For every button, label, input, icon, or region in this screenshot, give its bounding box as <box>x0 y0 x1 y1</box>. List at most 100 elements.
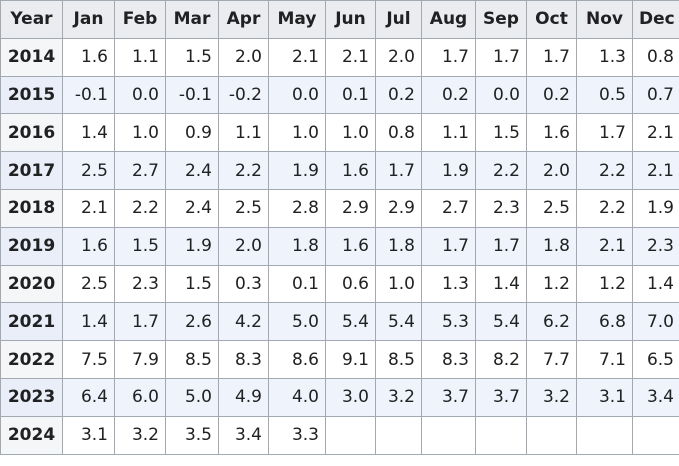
column-header: Aug <box>421 0 476 39</box>
value-cell: 1.0 <box>375 264 422 304</box>
value-cell: 6.0 <box>114 377 166 417</box>
value-cell: 3.2 <box>114 415 166 455</box>
empty-cell <box>421 415 476 455</box>
year-cell: 2015 <box>0 75 63 115</box>
value-cell: 8.2 <box>475 340 527 379</box>
value-cell: 2.5 <box>62 264 115 304</box>
value-cell: 2.3 <box>114 264 166 304</box>
value-cell: 1.9 <box>421 151 476 190</box>
value-cell: -0.1 <box>165 75 219 115</box>
header-row: Year Jan Feb Mar Apr May Jun Jul Aug Sep Oct Nov Dec <box>0 0 679 39</box>
empty-cell <box>576 415 633 455</box>
value-cell: 2.1 <box>576 226 633 266</box>
value-cell: 3.4 <box>218 415 269 455</box>
value-cell: 3.7 <box>475 377 527 417</box>
value-cell: 1.1 <box>218 113 269 153</box>
value-cell: 7.0 <box>632 302 679 342</box>
table-row: 2015 -0.1 0.0 -0.1 -0.2 0.0 0.1 0.2 0.2 0.0 0.2 0.5… <box>0 75 679 115</box>
value-cell: 2.2 <box>218 151 269 190</box>
column-header: Nov <box>576 0 633 39</box>
year-cell: 2014 <box>0 37 63 77</box>
value-cell: 1.7 <box>114 302 166 342</box>
year-cell: 2019 <box>0 226 63 266</box>
value-cell: 3.4 <box>632 377 679 417</box>
column-header: Year <box>0 0 63 39</box>
value-cell: 2.9 <box>325 188 376 228</box>
value-cell: 1.8 <box>526 226 577 266</box>
value-cell: 6.8 <box>576 302 633 342</box>
value-cell: 3.0 <box>325 377 376 417</box>
value-cell: 0.8 <box>632 37 679 77</box>
value-cell: 5.4 <box>325 302 376 342</box>
value-cell: 1.7 <box>475 226 527 266</box>
value-cell: 5.3 <box>421 302 476 342</box>
value-cell: 1.2 <box>526 264 577 304</box>
value-cell: 2.7 <box>421 188 476 228</box>
value-cell: 1.7 <box>576 113 633 153</box>
value-cell: 1.7 <box>375 151 422 190</box>
value-cell: 1.5 <box>165 37 219 77</box>
value-cell: 1.8 <box>268 226 326 266</box>
value-cell: 1.6 <box>526 113 577 153</box>
value-cell: -0.1 <box>62 75 115 115</box>
table-row: 2020 2.5 2.3 1.5 0.3 0.1 0.6 1.0 1.3 1.4 1.2 1.2 1.4 <box>0 264 679 304</box>
year-cell: 2018 <box>0 188 63 228</box>
value-cell: 3.2 <box>526 377 577 417</box>
value-cell: 1.4 <box>62 302 115 342</box>
value-cell: 3.3 <box>268 415 326 455</box>
value-cell: 1.5 <box>165 264 219 304</box>
table-header: Year Jan Feb Mar Apr May Jun Jul Aug Sep Oct Nov Dec <box>0 0 679 39</box>
value-cell: 1.0 <box>114 113 166 153</box>
value-cell: 1.7 <box>421 37 476 77</box>
table-row: 2018 2.1 2.2 2.4 2.5 2.8 2.9 2.9 2.7 2.3 2.5 2.2 1.9 <box>0 188 679 228</box>
value-cell: 7.7 <box>526 340 577 379</box>
year-cell: 2016 <box>0 113 63 153</box>
value-cell: 2.4 <box>165 151 219 190</box>
value-cell: 2.5 <box>62 151 115 190</box>
value-cell: 6.5 <box>632 340 679 379</box>
value-cell: 1.9 <box>165 226 219 266</box>
empty-cell <box>632 415 679 455</box>
value-cell: 5.0 <box>165 377 219 417</box>
value-cell: 0.1 <box>268 264 326 304</box>
value-cell: 0.1 <box>325 75 376 115</box>
table-row: 2019 1.6 1.5 1.9 2.0 1.8 1.6 1.8 1.7 1.7 1.8 2.1 2.3 <box>0 226 679 266</box>
value-cell: 2.9 <box>375 188 422 228</box>
value-cell: 3.1 <box>576 377 633 417</box>
table-row: 2023 6.4 6.0 5.0 4.9 4.0 3.0 3.2 3.7 3.7 3.2 3.1 3.4 <box>0 377 679 417</box>
value-cell: 2.3 <box>632 226 679 266</box>
value-cell: 0.0 <box>475 75 527 115</box>
value-cell: 2.1 <box>268 37 326 77</box>
value-cell: 4.0 <box>268 377 326 417</box>
value-cell: 2.2 <box>114 188 166 228</box>
value-cell: 5.4 <box>475 302 527 342</box>
value-cell: 6.2 <box>526 302 577 342</box>
value-cell: 0.3 <box>218 264 269 304</box>
table-row: 2016 1.4 1.0 0.9 1.1 1.0 1.0 0.8 1.1 1.5 1.6 1.7 2.1 <box>0 113 679 153</box>
empty-cell <box>475 415 527 455</box>
year-cell: 2021 <box>0 302 63 342</box>
value-cell: 0.2 <box>526 75 577 115</box>
table-row: 2014 1.6 1.1 1.5 2.0 2.1 2.1 2.0 1.7 1.7 1.7 1.3 0.8 <box>0 37 679 77</box>
value-cell: 2.5 <box>218 188 269 228</box>
value-cell: 1.1 <box>114 37 166 77</box>
value-cell: 3.2 <box>375 377 422 417</box>
value-cell: 0.2 <box>421 75 476 115</box>
value-cell: 2.1 <box>62 188 115 228</box>
value-cell: 1.7 <box>475 37 527 77</box>
value-cell: 5.0 <box>268 302 326 342</box>
value-cell: 8.3 <box>421 340 476 379</box>
value-cell: 1.5 <box>475 113 527 153</box>
value-cell: 5.4 <box>375 302 422 342</box>
value-cell: 1.3 <box>421 264 476 304</box>
column-header: Sep <box>475 0 527 39</box>
value-cell: 0.8 <box>375 113 422 153</box>
value-cell: 2.1 <box>632 151 679 190</box>
value-cell: 1.1 <box>421 113 476 153</box>
year-cell: 2020 <box>0 264 63 304</box>
table-row: 2017 2.5 2.7 2.4 2.2 1.9 1.6 1.7 1.9 2.2 2.0 2.2 2.1 <box>0 151 679 190</box>
table-body: 2014 1.6 1.1 1.5 2.0 2.1 2.1 2.0 1.7 1.7 1.7 1.3 0.8… <box>0 37 679 455</box>
value-cell: 0.9 <box>165 113 219 153</box>
table-row: 2022 7.5 7.9 8.5 8.3 8.6 9.1 8.5 8.3 8.2 7.7 7.1 6.5 <box>0 340 679 379</box>
value-cell: 1.6 <box>325 226 376 266</box>
